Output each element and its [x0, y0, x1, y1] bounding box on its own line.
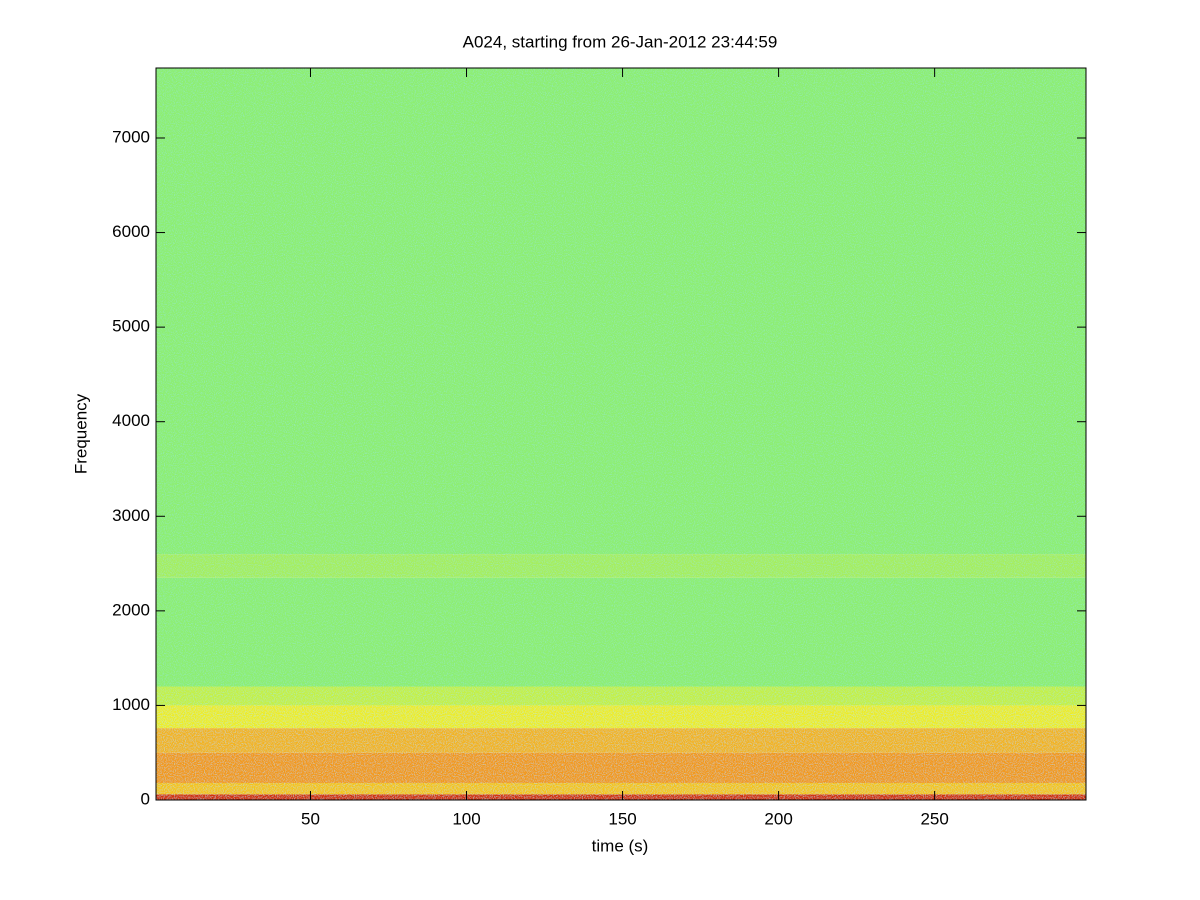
- x-tick-label: 250: [920, 809, 948, 828]
- x-tick-label: 150: [608, 809, 636, 828]
- y-tick-label: 4000: [112, 411, 150, 430]
- frequency-band: [156, 554, 1086, 578]
- chart-title: A024, starting from 26-Jan-2012 23:44:59: [463, 32, 778, 51]
- y-tick-label: 0: [141, 789, 150, 808]
- frequency-band: [156, 577, 1086, 687]
- x-tick-label: 50: [301, 809, 320, 828]
- y-tick-label: 7000: [112, 127, 150, 146]
- frequency-band: [156, 705, 1086, 729]
- x-tick-label: 200: [764, 809, 792, 828]
- x-tick-label: 100: [452, 809, 480, 828]
- frequency-band: [156, 68, 1086, 555]
- axes-box: [155, 67, 1087, 801]
- y-tick-label: 3000: [112, 506, 150, 525]
- frequency-band: [156, 752, 1086, 783]
- spectrogram-image: [156, 68, 1086, 800]
- y-tick-label: 2000: [112, 600, 150, 619]
- frequency-band: [156, 686, 1086, 706]
- x-axis-label: time (s): [592, 836, 649, 855]
- y-tick-label: 1000: [112, 695, 150, 714]
- y-tick-label: 5000: [112, 317, 150, 336]
- frequency-band: [156, 782, 1086, 795]
- y-axis-label: Frequency: [71, 393, 90, 474]
- frequency-band: [156, 728, 1086, 753]
- y-tick-label: 6000: [112, 222, 150, 241]
- frequency-band: [156, 794, 1086, 800]
